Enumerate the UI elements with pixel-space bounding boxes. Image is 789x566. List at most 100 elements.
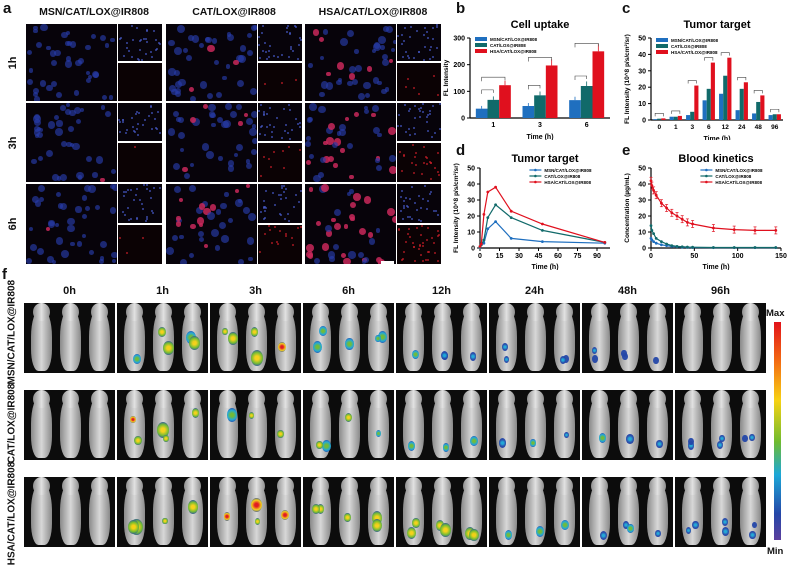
legend-entry: HSA/CAT/LOX@IR808 — [671, 50, 718, 55]
panel-f-row-label: CAT/LOX@IR808 — [6, 383, 18, 464]
svg-text:96: 96 — [771, 124, 779, 131]
bar — [545, 65, 558, 118]
mouse-silhouette — [368, 396, 389, 458]
fluorescence-signal — [221, 327, 228, 336]
svg-text:40: 40 — [638, 182, 646, 189]
svg-text:1: 1 — [491, 122, 495, 129]
mouse-silhouette — [496, 483, 517, 545]
fluorescence-signal — [656, 440, 663, 449]
bar — [760, 95, 765, 120]
ir808-channel-image — [258, 225, 302, 264]
svg-text:0: 0 — [642, 118, 646, 125]
fluorescence-signal — [321, 440, 331, 453]
fluorescence-signal — [248, 411, 255, 419]
mouse-silhouette — [432, 309, 453, 371]
dapi-channel-image — [397, 103, 441, 141]
mouse-silhouette — [275, 309, 296, 371]
bar — [653, 119, 658, 120]
fluorescence-signal — [375, 334, 381, 342]
fluorescence-signal — [187, 500, 199, 514]
blood-kinetics-chart: Blood kinetics 0 10 20 30 40 50 Time (h) Concent… — [624, 153, 787, 270]
legend-entry: MSN/CAT/LOX@IR808 — [715, 168, 763, 173]
fluorescence-signal — [277, 429, 284, 439]
mouse-image-panel — [117, 303, 208, 373]
bar — [657, 118, 662, 120]
svg-text:6: 6 — [585, 122, 589, 129]
mouse-silhouette — [496, 309, 517, 371]
fluorescence-signal — [278, 341, 287, 353]
svg-text:20: 20 — [638, 214, 646, 221]
mouse-silhouette — [554, 309, 575, 371]
ir808-channel-image — [118, 63, 162, 101]
fluorescence-signal — [535, 525, 544, 537]
fluorescence-signal — [316, 441, 323, 450]
timepoint-label: 12h — [432, 285, 451, 297]
cell-uptake-chart: Cell uptake 0 100 200 300 Time (h) FL Intensit… — [443, 19, 610, 140]
fluorescence-signal — [742, 434, 748, 442]
mouse-image-panel — [210, 303, 301, 373]
bar — [690, 111, 695, 120]
mouse-image-panel — [303, 303, 394, 373]
svg-text:90: 90 — [593, 253, 601, 260]
bar — [499, 85, 511, 118]
mouse-silhouette — [554, 483, 575, 545]
fluorescence-signal — [749, 434, 755, 442]
mouse-image-panel — [24, 477, 115, 547]
mouse-silhouette — [589, 483, 610, 545]
svg-text:20: 20 — [638, 85, 646, 92]
mouse-silhouette — [31, 309, 52, 371]
bar — [756, 101, 761, 120]
fluorescence-signal — [344, 513, 351, 522]
bar — [768, 115, 773, 120]
fluorescence-signal — [626, 434, 634, 445]
fluorescence-signal — [560, 519, 569, 531]
svg-text:0: 0 — [478, 253, 482, 260]
mouse-silhouette — [711, 309, 732, 371]
fluorescence-signal — [378, 331, 388, 344]
legend-entry: HSA/CAT/LOX@IR808 — [544, 180, 591, 185]
svg-text:150: 150 — [775, 253, 787, 260]
legend-entry: HSA/CAT/LOX@IR808 — [715, 180, 762, 185]
svg-text:0: 0 — [649, 253, 653, 260]
mouse-silhouette — [31, 483, 52, 545]
panel-a-letter: a — [3, 0, 12, 17]
mouse-image-panel — [303, 390, 394, 460]
bar — [743, 82, 748, 120]
legend-entry: CAT/LOX@IR808 — [544, 174, 580, 179]
fluorescence-signal — [128, 519, 140, 535]
svg-text:3: 3 — [690, 124, 694, 131]
mouse-silhouette — [60, 309, 81, 371]
svg-text:40: 40 — [467, 182, 475, 189]
svg-text:30: 30 — [638, 198, 646, 205]
merged-fluorescence-image — [26, 184, 117, 264]
ir808-channel-image — [397, 225, 441, 264]
legend-entry: MSN/CAT/LOX@IR808 — [544, 168, 592, 173]
bar — [772, 114, 777, 120]
panel-c-letter: c — [622, 0, 631, 17]
fluorescence-signal — [250, 349, 263, 366]
merged-fluorescence-image — [166, 24, 257, 101]
merged-fluorescence-image — [26, 103, 117, 182]
fluorescence-signal — [406, 527, 417, 539]
svg-text:20: 20 — [467, 214, 475, 221]
svg-text:15: 15 — [496, 253, 504, 260]
fluorescence-signal — [345, 338, 354, 350]
fluorescence-signal — [412, 518, 420, 528]
mouse-silhouette — [89, 396, 110, 458]
mouse-image-panel — [396, 303, 487, 373]
fluorescence-signal — [132, 353, 141, 365]
fluorescence-signal — [687, 441, 695, 450]
fluorescence-signal — [498, 437, 507, 448]
scale-bar — [381, 261, 394, 264]
fluorescence-signal — [192, 408, 200, 418]
mouse-silhouette — [682, 396, 703, 458]
fluorescence-signal — [469, 352, 477, 362]
bar — [487, 99, 500, 118]
bar — [522, 106, 535, 118]
timepoint-label: 0h — [63, 285, 76, 297]
colorbar — [774, 322, 781, 540]
svg-text:30: 30 — [467, 198, 475, 205]
fluorescence-signal — [469, 528, 480, 542]
fluorescence-signal — [721, 517, 728, 526]
